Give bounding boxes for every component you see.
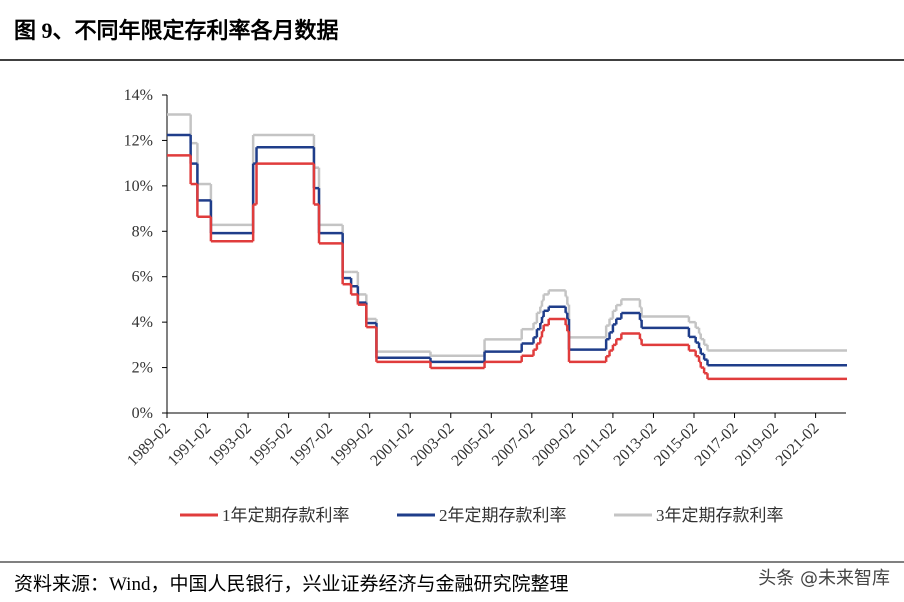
y-tick-label: 14% <box>124 87 153 104</box>
x-tick-label: 2011-02 <box>570 420 619 469</box>
chart-title: 图 9、不同年限定存利率各月数据 <box>14 18 339 43</box>
x-tick-label: 2015-02 <box>651 420 701 470</box>
x-tick-label: 1999-02 <box>327 420 377 470</box>
x-tick-label: 2009-02 <box>529 420 579 470</box>
x-tick-label: 2019-02 <box>732 420 782 470</box>
watermark: 头条 @未来智库 <box>758 568 890 589</box>
x-tick-label: 2013-02 <box>611 420 661 470</box>
x-tick-label: 1989-02 <box>124 420 174 470</box>
y-tick-label: 10% <box>124 178 153 195</box>
x-tick-label: 1997-02 <box>286 420 336 470</box>
y-tick-label: 12% <box>124 132 153 149</box>
y-tick-label: 8% <box>132 223 153 240</box>
y-tick-label: 4% <box>132 314 153 331</box>
x-tick-label: 1993-02 <box>205 420 255 470</box>
legend-label: 3年定期存款利率 <box>656 506 784 525</box>
y-tick-label: 0% <box>132 405 153 422</box>
legend-label: 1年定期存款利率 <box>222 506 350 525</box>
legend-label: 2年定期存款利率 <box>439 506 567 525</box>
y-tick-label: 6% <box>132 269 153 286</box>
source: 资料来源：Wind，中国人民银行，兴业证券经济与金融研究院整理 <box>14 573 568 595</box>
x-tick-label: 2007-02 <box>489 420 539 470</box>
x-tick-label: 2017-02 <box>692 420 742 470</box>
x-tick-label: 2005-02 <box>448 420 498 470</box>
x-tick-label: 1995-02 <box>246 420 296 470</box>
y-tick-label: 2% <box>132 360 153 377</box>
x-tick-label: 2001-02 <box>367 420 417 470</box>
x-tick-label: 2003-02 <box>408 420 458 470</box>
x-tick-label: 2021-02 <box>773 420 823 470</box>
x-tick-label: 1991-02 <box>165 420 215 470</box>
